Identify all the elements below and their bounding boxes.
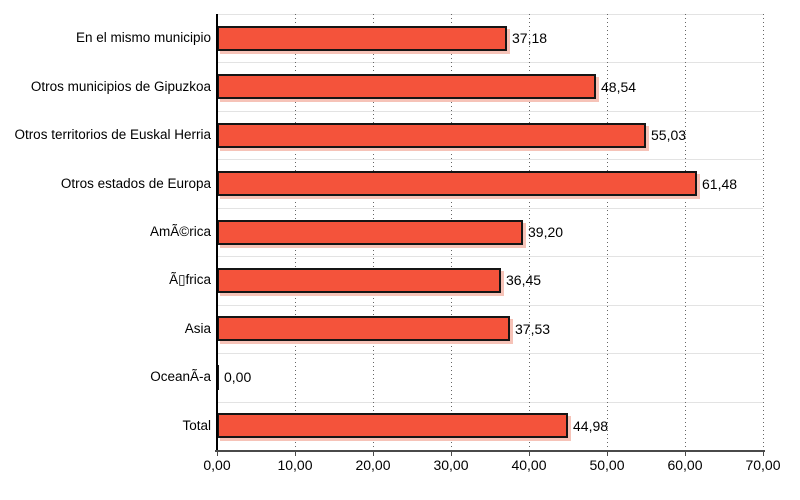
value-axis-tick (295, 452, 296, 456)
category-label: En el mismo municipio (75, 30, 211, 46)
category-label: Otros municipios de Gipuzkoa (30, 78, 211, 94)
bar (217, 171, 697, 197)
bar-value-label: 37,53 (515, 320, 551, 337)
category-label: Otros territorios de Euskal Herria (14, 127, 211, 143)
row-separator-line (217, 207, 763, 209)
row-separator-line (217, 353, 763, 355)
bar-value-label: 37,18 (512, 30, 548, 47)
value-axis-tick-label: 0,00 (203, 457, 231, 473)
value-axis-line (215, 450, 765, 452)
row-separator-line (217, 62, 763, 64)
bar-value-label: 48,54 (601, 78, 637, 95)
value-axis-tick (529, 452, 530, 456)
value-axis-tick-label: 50,00 (589, 457, 625, 473)
bar (217, 25, 507, 51)
row-separator-line (217, 110, 763, 112)
vertical-gridline (763, 14, 764, 450)
vertical-gridline (685, 14, 686, 450)
category-label: AmÃ©rica (150, 224, 211, 239)
bar-value-label: 39,20 (528, 224, 564, 240)
row-separator-line (217, 159, 763, 161)
bar-value-label: 61,48 (702, 175, 738, 192)
bar (217, 219, 523, 245)
bar (217, 74, 596, 100)
value-axis-tick (217, 452, 218, 456)
category-label: Total (182, 417, 211, 433)
value-axis-tick-label: 10,00 (277, 457, 313, 473)
vertical-gridline (529, 14, 530, 450)
bar (217, 267, 501, 293)
bar-value-label: 0,00 (224, 369, 252, 386)
row-separator-line (217, 256, 763, 258)
bar (217, 122, 646, 148)
value-axis-tick-label: 60,00 (667, 457, 703, 473)
value-axis-tick (451, 452, 452, 456)
category-label: Otros estados de Europa (60, 175, 211, 191)
category-label: Asia (184, 320, 211, 336)
bar-zero (217, 364, 219, 390)
category-label: Ã▯frica (169, 272, 211, 288)
category-axis-line (215, 14, 218, 450)
bar-value-label: 55,03 (651, 127, 687, 144)
value-axis-tick (607, 452, 608, 456)
value-axis-tick-label: 30,00 (433, 457, 469, 473)
row-separator-line (217, 401, 763, 403)
value-axis-tick-label: 70,00 (745, 457, 781, 473)
value-axis-tick (373, 452, 374, 456)
value-axis-tick (685, 452, 686, 456)
bar-value-label: 44,98 (573, 417, 609, 434)
value-axis-tick-label: 20,00 (355, 457, 391, 473)
value-axis-tick (763, 452, 764, 456)
category-label: OceanÃ-a (150, 369, 211, 385)
bar (217, 413, 568, 439)
bar (217, 316, 510, 342)
row-separator-line (217, 14, 763, 15)
value-axis-tick-label: 40,00 (511, 457, 547, 473)
vertical-gridline (607, 14, 608, 450)
row-separator-line (217, 304, 763, 306)
bar-value-label: 36,45 (506, 272, 542, 289)
